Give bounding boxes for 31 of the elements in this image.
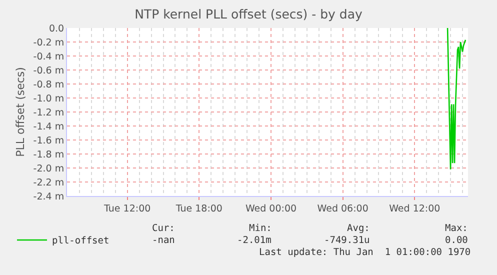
text: Avg: <box>347 223 370 234</box>
y-tick-label: -0.6 m <box>33 65 64 76</box>
y-tick-label: -1.2 m <box>33 107 64 118</box>
y-tick-label: -1.6 m <box>33 135 64 146</box>
chart-title: NTP kernel PLL offset (secs) - by day <box>134 6 364 22</box>
x-tick-label: Wed 12:00 <box>389 203 440 214</box>
y-tick-label: 0.0 <box>48 23 64 34</box>
y-axis-title: PLL offset (secs) <box>14 67 27 157</box>
y-tick-label: -0.8 m <box>33 79 64 90</box>
y-tick-label: -0.2 m <box>33 37 64 48</box>
x-tick-label: Tue 12:00 <box>103 203 151 214</box>
x-tick-label: Wed 00:00 <box>245 203 297 214</box>
line-series <box>446 28 466 170</box>
text: -nan <box>152 235 175 246</box>
text: 0.00 <box>445 235 468 246</box>
text: Min: <box>249 223 272 234</box>
y-tick-label: -2.4 m <box>33 191 64 202</box>
y-tick-label: -1.8 m <box>33 149 64 160</box>
text: Cur: <box>152 223 175 234</box>
y-tick-label: -1.0 m <box>33 93 64 104</box>
y-tick-label: -1.4 m <box>33 121 64 132</box>
text: Last update: Thu Jan 1 01:00:00 1970 <box>259 247 471 258</box>
y-tick-label: -2.2 m <box>33 177 64 188</box>
legend-label: pll-offset <box>52 236 110 247</box>
x-tick-label: Tue 18:00 <box>174 203 222 214</box>
y-tick-label: -2.0 m <box>33 163 64 174</box>
x-tick-label: Wed 06:00 <box>317 203 368 214</box>
text: Max: <box>445 223 468 234</box>
y-tick-label: -0.4 m <box>33 51 64 62</box>
text: -749.31u <box>324 235 370 246</box>
text: -2.01m <box>237 235 272 246</box>
